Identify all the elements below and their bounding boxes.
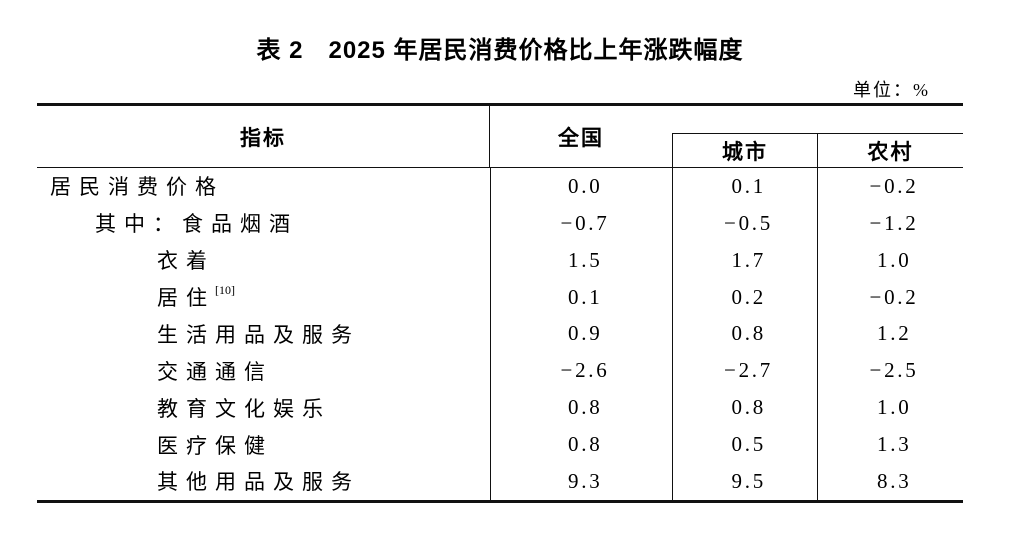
value-text: 0.8 xyxy=(731,321,766,346)
row-label-text: 生活用品及服务 xyxy=(157,322,360,347)
value-national: 0.1 xyxy=(490,278,672,316)
value-text: 1.5 xyxy=(568,247,603,272)
value-text: 0.1 xyxy=(731,173,766,198)
value-city: 0.5 xyxy=(672,426,817,463)
value-city: 9.5 xyxy=(672,463,817,500)
value-national: 0.0 xyxy=(490,168,672,205)
value-text: 1.3 xyxy=(877,432,912,457)
table-row: 交通通信 −2.6 −2.7 −2.5 xyxy=(37,352,963,390)
row-label-text: 医疗保健 xyxy=(157,433,273,458)
row-label-text: 其中：食品烟酒 xyxy=(95,212,298,237)
row-label: 居住 [10] xyxy=(157,283,235,311)
row-label: 居民消费价格 xyxy=(37,168,490,205)
col-header-national: 全国 xyxy=(558,126,604,150)
value-text: 9.5 xyxy=(731,468,766,493)
table-body: 居民消费价格 0.0 0.1 −0.2 其中：食品烟酒 −0.7 −0.5 −1.2 衣着 1.5… xyxy=(37,168,963,503)
row-label: 衣着 xyxy=(37,242,490,279)
row-label: 其中：食品烟酒 xyxy=(37,205,490,242)
value-text: 9.3 xyxy=(568,468,603,493)
value-national: −0.7 xyxy=(490,204,672,242)
row-label: 交通通信 xyxy=(37,352,490,389)
value-rural: 8.3 xyxy=(817,463,963,500)
col-header-indicator: 指标 xyxy=(37,106,490,167)
value-text: −0.2 xyxy=(869,173,919,198)
value-text: 0.9 xyxy=(568,321,603,346)
table-row: 其他用品及服务 9.3 9.5 8.3 xyxy=(37,463,963,500)
row-label: 教育文化娱乐 xyxy=(37,389,490,426)
value-text: 1.0 xyxy=(877,395,912,420)
value-national: 0.8 xyxy=(490,426,672,463)
value-text: 8.3 xyxy=(877,468,912,493)
value-rural: 1.0 xyxy=(817,389,963,427)
value-text: −2.7 xyxy=(724,358,774,383)
value-city: 0.1 xyxy=(672,168,817,205)
row-label: 其他用品及服务 xyxy=(37,463,490,500)
value-city: 1.7 xyxy=(672,241,817,279)
value-rural: 1.3 xyxy=(817,426,963,463)
value-city: −2.7 xyxy=(672,352,817,390)
value-rural: −0.2 xyxy=(817,278,963,316)
value-city: 0.8 xyxy=(672,315,817,353)
value-national: 9.3 xyxy=(490,463,672,500)
col-header-rural: 农村 xyxy=(867,140,914,164)
table-title: 表 2 2025 年居民消费价格比上年涨跌幅度 xyxy=(256,37,744,64)
subheader-box: 城市 农村 xyxy=(672,133,963,167)
row-label-text: 居民消费价格 xyxy=(50,175,224,200)
value-national: 1.5 xyxy=(490,241,672,279)
value-text: −0.2 xyxy=(869,284,919,309)
row-label: 生活用品及服务 xyxy=(37,316,490,353)
row-label-text: 衣着 xyxy=(157,249,215,274)
row-label-text: 交通通信 xyxy=(157,359,273,384)
value-text: 0.0 xyxy=(568,173,603,198)
col-header-city: 城市 xyxy=(673,134,818,167)
table-row: 衣着 1.5 1.7 1.0 xyxy=(37,241,963,279)
value-rural: 1.2 xyxy=(817,315,963,353)
value-text: −0.7 xyxy=(560,210,610,235)
value-text: 0.8 xyxy=(568,432,603,457)
value-rural: −1.2 xyxy=(817,204,963,242)
row-label-text: 教育文化娱乐 xyxy=(157,396,331,421)
value-text: 1.2 xyxy=(877,321,912,346)
value-national: 0.9 xyxy=(490,315,672,353)
table-row: 教育文化娱乐 0.8 0.8 1.0 xyxy=(37,389,963,427)
row-label-text: 居住 xyxy=(157,286,215,311)
table-row: 生活用品及服务 0.9 0.8 1.2 xyxy=(37,315,963,353)
value-rural: −0.2 xyxy=(817,168,963,205)
unit-label: 单位：% xyxy=(853,80,930,100)
value-national: 0.8 xyxy=(490,389,672,427)
value-text: 0.8 xyxy=(568,395,603,420)
table-header-row: 指标 全国 城市 农村 xyxy=(37,106,963,168)
table-row: 居住 [10] 0.1 0.2 −0.2 xyxy=(37,278,963,316)
value-text: 0.1 xyxy=(568,284,603,309)
value-text: 1.7 xyxy=(731,247,766,272)
row-label: 医疗保健 xyxy=(37,426,490,463)
value-text: −2.5 xyxy=(869,358,919,383)
value-text: 0.2 xyxy=(731,284,766,309)
table-row: 居民消费价格 0.0 0.1 −0.2 xyxy=(37,168,963,205)
value-text: −1.2 xyxy=(869,210,919,235)
value-city: −0.5 xyxy=(672,204,817,242)
data-table: 指标 全国 城市 农村 居民消费价格 0.0 0.1 −0.2 其中：食品烟酒 −0.7 −… xyxy=(37,103,963,503)
table-row: 医疗保健 0.8 0.5 1.3 xyxy=(37,426,963,463)
value-text: 1.0 xyxy=(877,247,912,272)
row-label-text: 其他用品及服务 xyxy=(157,470,360,495)
value-text: 0.5 xyxy=(731,432,766,457)
table-row: 其中：食品烟酒 −0.7 −0.5 −1.2 xyxy=(37,204,963,242)
value-text: 0.8 xyxy=(731,395,766,420)
value-text: −0.5 xyxy=(724,210,774,235)
value-national: −2.6 xyxy=(490,352,672,390)
value-city: 0.8 xyxy=(672,389,817,427)
value-city: 0.2 xyxy=(672,278,817,316)
value-rural: −2.5 xyxy=(817,352,963,390)
value-text: −2.6 xyxy=(560,358,610,383)
value-rural: 1.0 xyxy=(817,241,963,279)
